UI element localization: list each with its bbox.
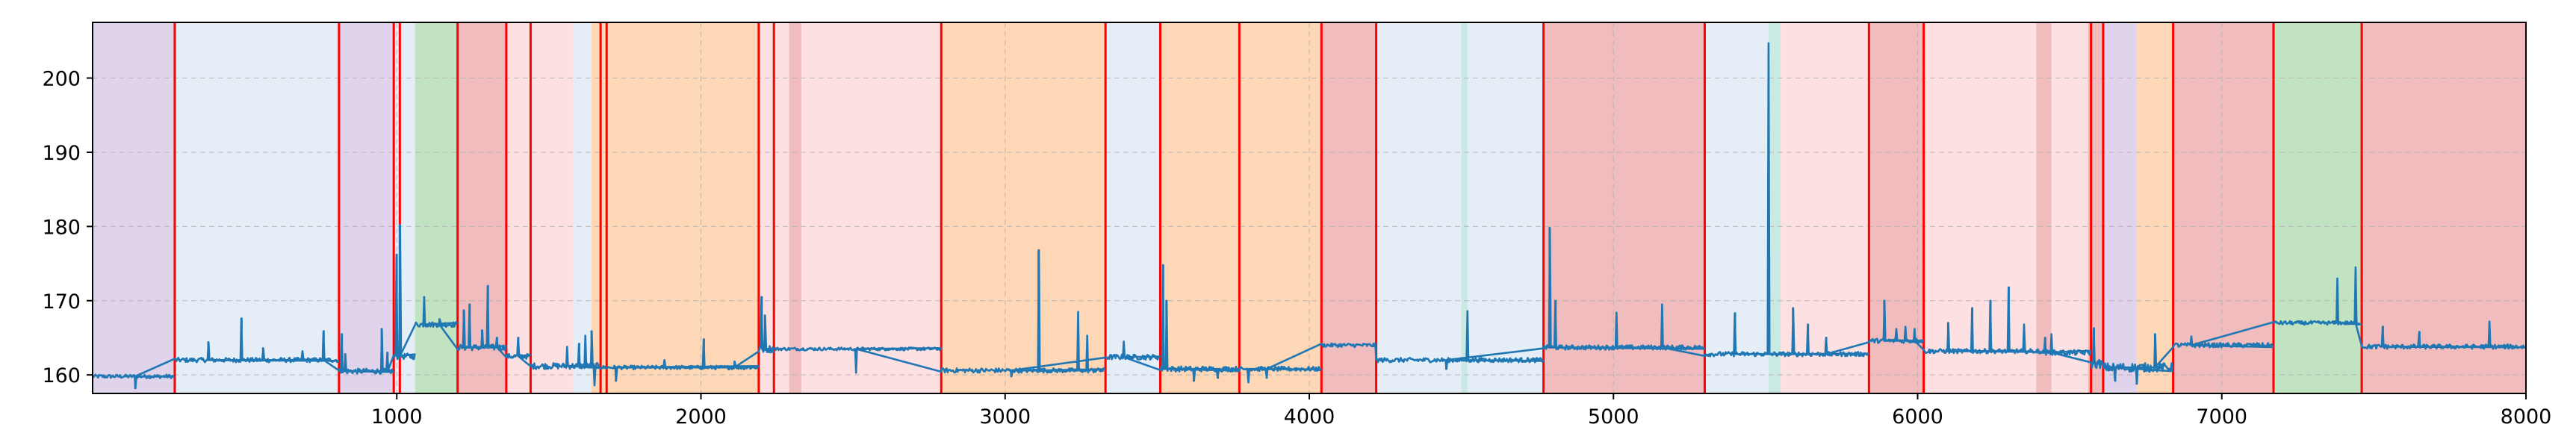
ticks-layer: 1000 2000 3000 4000 5000 6000 7000 8000 160 170 18… xyxy=(42,68,2551,429)
region-band xyxy=(1781,22,1869,393)
region-band xyxy=(573,22,592,393)
region-band xyxy=(609,22,759,393)
y-tick-label: 160 xyxy=(42,364,81,387)
change-lines-layer xyxy=(173,22,2363,393)
region-band xyxy=(415,22,458,393)
x-tick-label: 2000 xyxy=(675,405,727,429)
y-tick-label: 180 xyxy=(42,216,81,239)
region-band xyxy=(1376,22,1462,393)
grid-layer xyxy=(93,22,2527,393)
x-tick-label: 4000 xyxy=(1284,405,1335,429)
region-band xyxy=(506,22,574,393)
region-band xyxy=(1461,22,1468,393)
region-band xyxy=(338,22,394,393)
regions-layer xyxy=(93,22,2526,393)
x-tick-label: 8000 xyxy=(2501,405,2552,429)
region-band xyxy=(1543,22,1705,393)
region-band xyxy=(2362,22,2526,393)
region-band xyxy=(1923,22,2037,393)
region-band xyxy=(2051,22,2088,393)
region-band xyxy=(2273,22,2362,393)
region-band xyxy=(1321,22,1377,393)
region-band xyxy=(1160,22,1322,393)
region-band xyxy=(1467,22,1544,393)
region-band xyxy=(1704,22,1769,393)
data-series-line xyxy=(91,42,2527,390)
x-tick-label: 3000 xyxy=(979,405,1031,429)
region-band xyxy=(801,22,942,393)
region-band xyxy=(174,22,339,393)
x-tick-label: 5000 xyxy=(1588,405,1639,429)
region-band xyxy=(2173,22,2274,393)
region-band xyxy=(93,22,175,393)
region-band xyxy=(2136,22,2173,393)
region-band xyxy=(2102,22,2137,393)
x-tick-label: 6000 xyxy=(1892,405,1943,429)
y-tick-label: 190 xyxy=(42,142,81,165)
series-layer xyxy=(91,42,2527,390)
region-band xyxy=(1105,22,1161,393)
x-tick-label: 1000 xyxy=(371,405,423,429)
y-tick-label: 170 xyxy=(42,290,81,314)
y-tick-label: 200 xyxy=(42,68,81,91)
x-tick-label: 7000 xyxy=(2196,405,2247,429)
